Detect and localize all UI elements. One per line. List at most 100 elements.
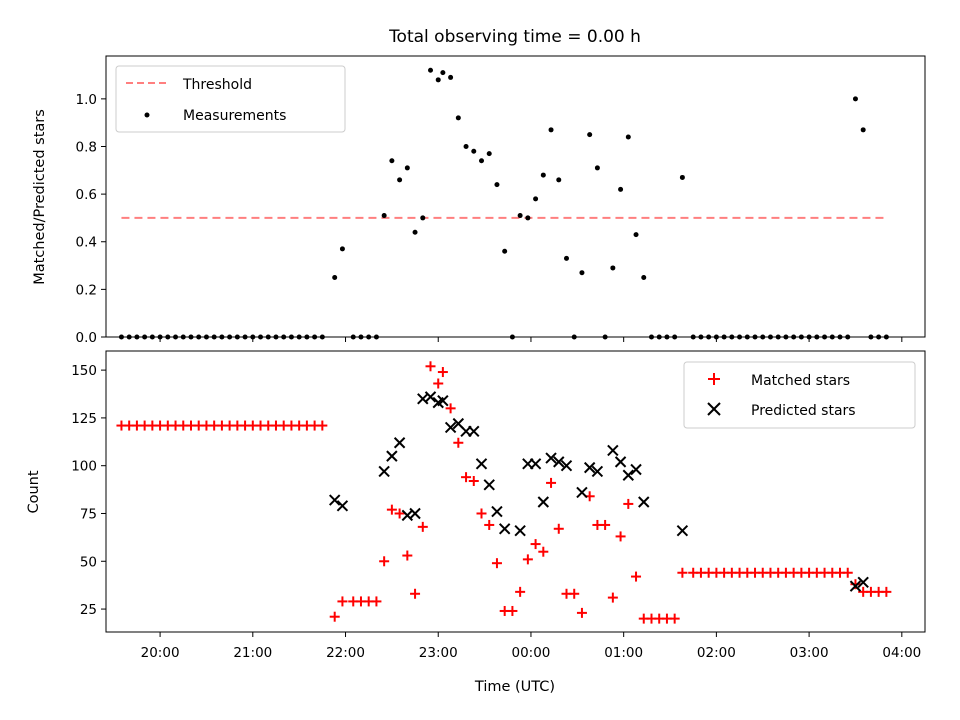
matched-star-marker [507, 605, 518, 616]
top-y-tick-label: 1.0 [76, 92, 97, 108]
bottom-y-ticks: 25 50 75 100 125 150 [71, 363, 106, 618]
top-y-tick-label: 0.0 [76, 330, 97, 346]
bottom-x-tick-label: 23:00 [419, 645, 458, 661]
x-axis-label: Time (UTC) [474, 679, 555, 695]
matched-star-marker [337, 596, 348, 607]
predicted-star-marker-b [336, 500, 349, 512]
predicted-star-marker-b [437, 394, 449, 407]
predicted-star-marker [630, 463, 642, 476]
measurement-point [587, 132, 593, 138]
matched-star-marker [433, 378, 444, 389]
matched-star-marker [850, 579, 861, 590]
measurement-point [471, 148, 477, 154]
measurement-point [463, 143, 469, 149]
predicted-star-marker [857, 576, 869, 589]
bottom-x-tick-label: 02:00 [697, 645, 736, 661]
predicted-star-marker-b [514, 524, 526, 537]
matched-star-marker [484, 519, 495, 530]
predicted-star-marker-b [537, 496, 550, 508]
predicted-star-marker-b [468, 425, 480, 437]
matched-star-marker [515, 586, 526, 597]
predicted-star-marker-b [607, 444, 619, 457]
measurement-point [641, 274, 647, 280]
matched-stars-points [116, 361, 892, 624]
predicted-star-marker-b [378, 465, 390, 478]
predicted-star-marker [424, 391, 437, 403]
legend-measurements-swatch [144, 112, 150, 118]
measurement-point [579, 270, 585, 276]
predicted-star-marker-b [638, 496, 650, 508]
matched-star-marker [468, 475, 479, 486]
matched-star-marker [453, 437, 464, 448]
predicted-star-marker-b [622, 469, 635, 481]
legend-matched-swatch [708, 373, 720, 385]
bottom-plot-frame [105, 350, 926, 633]
matched-star-marker [569, 588, 580, 599]
predicted-star-marker [849, 580, 862, 592]
top-legend: Threshold Measurements [115, 65, 346, 133]
bottom-x-tick-label: 01:00 [604, 645, 643, 661]
matched-star-marker [607, 592, 618, 603]
predicted-star-marker [498, 523, 511, 535]
measurement-point [435, 77, 441, 83]
matched-star-marker [677, 567, 688, 578]
matched-star-marker [881, 586, 892, 597]
predicted-star-marker [638, 496, 650, 508]
top-y-tick-label: 0.2 [76, 282, 97, 298]
measurement-point [633, 232, 639, 238]
measurement-point [332, 274, 338, 280]
predicted-star-marker-b [676, 524, 689, 537]
predicted-star-marker-b [614, 456, 627, 468]
matched-star-marker [615, 531, 626, 542]
bottom-y-tick-label: 125 [71, 411, 97, 427]
bottom-x-tick-label: 21:00 [233, 645, 272, 661]
legend-predicted-swatch [707, 402, 721, 416]
legend-measurements-label: Measurements [183, 108, 286, 124]
matched-star-marker [522, 554, 533, 565]
bottom-x-tick-label: 04:00 [882, 645, 921, 661]
predicted-star-marker [583, 461, 596, 474]
matched-star-marker [530, 539, 541, 550]
measurement-point [486, 151, 492, 157]
predicted-star-marker-b [393, 437, 406, 449]
measurement-point [540, 172, 546, 178]
predicted-star-marker-b [498, 523, 511, 535]
measurement-point [494, 182, 500, 188]
legend-matched-label: Matched stars [751, 373, 850, 389]
predicted-star-marker-b [444, 421, 457, 434]
measurement-point [594, 165, 600, 171]
measurement-point [339, 246, 345, 252]
predicted-star-marker-b [576, 486, 588, 499]
bottom-legend-box [683, 361, 916, 429]
top-y-axis-label: Matched/Predicted stars [32, 109, 48, 285]
matched-star-marker [669, 613, 680, 624]
bottom-y-tick-label: 50 [80, 554, 97, 570]
matched-star-marker [386, 504, 397, 515]
predicted-star-marker [676, 524, 689, 537]
matched-star-marker [842, 567, 853, 578]
predicted-star-marker [576, 486, 588, 499]
matched-star-marker [410, 588, 421, 599]
predicted-star-marker-b [560, 459, 573, 472]
bottom-legend: Matched stars Predicted stars [683, 361, 916, 429]
predicted-star-marker-b [386, 450, 398, 462]
matched-star-marker [425, 361, 436, 372]
predicted-star-marker [560, 459, 573, 472]
top-y-tick-label: 0.8 [76, 139, 97, 155]
bottom-x-tick-label: 03:00 [790, 645, 829, 661]
matched-star-marker [437, 367, 448, 378]
bottom-x-tick-label: 20:00 [141, 645, 180, 661]
bottom-x-tick-label: 22:00 [326, 645, 365, 661]
matched-star-marker [445, 403, 456, 414]
predicted-star-marker-b [529, 458, 542, 470]
top-x-ticks [159, 337, 903, 342]
measurement-point [525, 215, 531, 221]
top-y-tick-label: 0.6 [76, 187, 97, 203]
matched-star-marker [553, 523, 564, 534]
matched-star-marker [576, 607, 587, 618]
predicted-star-marker [437, 394, 449, 407]
matched-star-marker [394, 508, 405, 519]
predicted-star-marker [409, 507, 421, 520]
measurement-point [852, 96, 858, 102]
measurement-point [381, 213, 387, 219]
